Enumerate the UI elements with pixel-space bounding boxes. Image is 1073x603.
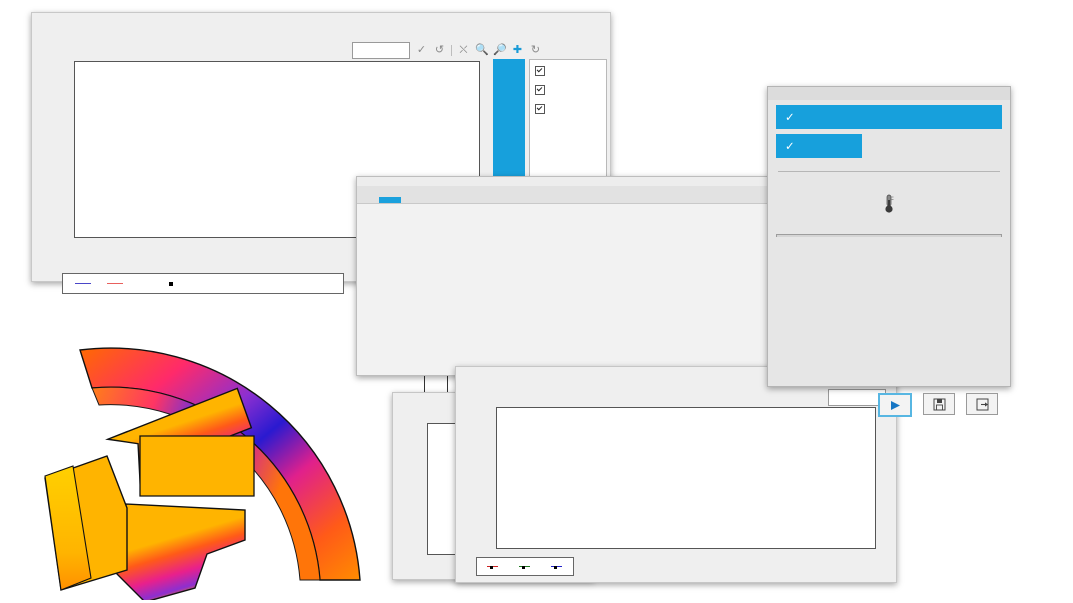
- undo-icon[interactable]: ↺: [434, 43, 445, 56]
- thermal-section[interactable]: [768, 194, 1010, 214]
- open-circuit-panel: ✓ ✓: [767, 86, 1011, 387]
- checkbox-icon[interactable]: [535, 85, 545, 95]
- play-icon: [890, 400, 900, 410]
- legend-item-noload: [75, 283, 95, 284]
- characterization-title: [357, 177, 775, 186]
- button-generator[interactable]: ✓: [776, 105, 1002, 129]
- motor-cross-section-svg: [44, 347, 361, 603]
- pv-legend: [476, 557, 574, 576]
- window-title: [32, 13, 610, 23]
- legend-marker-v2: [518, 565, 530, 569]
- series-toggle-airgap[interactable]: [535, 85, 601, 95]
- zoom-out-icon[interactable]: 🔎: [493, 43, 507, 56]
- legend-item-target: [139, 281, 177, 286]
- run-button[interactable]: [878, 393, 912, 417]
- pan-icon[interactable]: ✚: [512, 43, 523, 56]
- check-icon: ✓: [785, 112, 798, 124]
- phase-voltage-curves: [497, 408, 875, 548]
- series-toggle-noload[interactable]: [535, 66, 601, 76]
- save-button[interactable]: [923, 393, 955, 415]
- flux-density-map[interactable]: [0, 280, 420, 603]
- characterization-window: [356, 176, 776, 376]
- reset-icon[interactable]: ↻: [530, 43, 541, 56]
- no-load-characteristic-window: ✓ ↺ ⛌ 🔍 🔎 ✚ ↻: [31, 12, 611, 294]
- divider: [778, 171, 1000, 172]
- button-no-load[interactable]: ✓: [776, 134, 862, 158]
- check-icon[interactable]: ✓: [416, 43, 427, 56]
- phase-voltage-window: [455, 366, 897, 583]
- legend-line-airgap: [107, 283, 123, 284]
- legend-dot-target: [169, 281, 173, 286]
- open-circuit-header: [768, 87, 1010, 100]
- export-button[interactable]: [966, 393, 998, 415]
- checkbox-icon[interactable]: [535, 104, 545, 114]
- tab-current[interactable]: [379, 197, 401, 203]
- legend-item-v1: [486, 565, 500, 569]
- x-value-input[interactable]: [828, 389, 886, 406]
- tab-overview[interactable]: [357, 197, 379, 203]
- legend-item-v3: [550, 565, 564, 569]
- chart-toolbar: ✓ ↺ ⛌ 🔍 🔎 ✚ ↻: [345, 41, 542, 59]
- phase-voltage-toolbar: [824, 389, 886, 406]
- action-button-bar: [878, 393, 998, 417]
- chart-legend: [62, 273, 344, 294]
- x-value-input[interactable]: [352, 41, 410, 59]
- toolbar-separator: [451, 44, 452, 56]
- series-toggle-target[interactable]: [535, 104, 601, 114]
- magnet-icon[interactable]: ⛌: [459, 43, 468, 56]
- check-icon: ✓: [785, 141, 798, 153]
- pv-plot-canvas[interactable]: [496, 407, 876, 549]
- save-icon: [933, 398, 945, 410]
- checkbox-icon[interactable]: [535, 66, 545, 76]
- rotor-pole-body: [139, 435, 255, 497]
- thermometer-icon: [885, 194, 894, 213]
- legend-line-noload: [75, 283, 91, 284]
- rotor-yoke: [112, 503, 246, 603]
- export-icon: [976, 398, 988, 410]
- legend-item-v2: [518, 565, 532, 569]
- legend-marker-v3: [550, 565, 562, 569]
- tab-bar: [357, 186, 775, 204]
- section-title: [357, 204, 775, 217]
- legend-item-airgap: [107, 283, 127, 284]
- zoom-in-icon[interactable]: 🔍: [475, 43, 489, 56]
- rotor-pole-shoe: [44, 465, 92, 591]
- legend-marker-v1: [486, 565, 498, 569]
- inputs-header: [776, 234, 1002, 237]
